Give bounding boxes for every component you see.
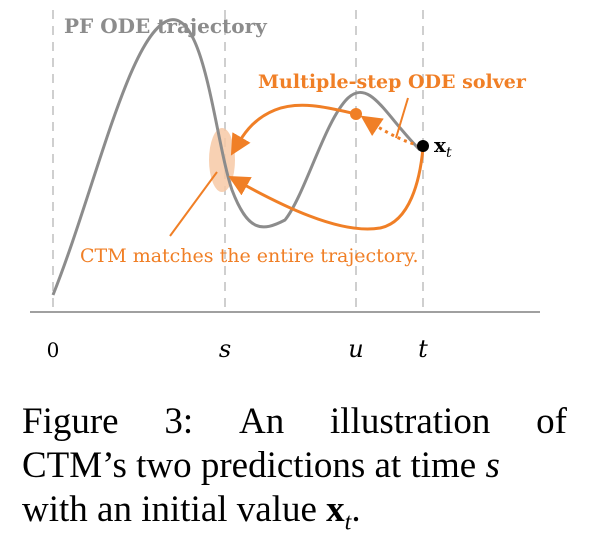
caption-period: . xyxy=(351,489,361,530)
caption-line-2: CTM’s two predictions at time s xyxy=(22,444,567,488)
caption-word-illustration: illustration xyxy=(330,401,491,442)
tick-label-t: t xyxy=(418,335,428,363)
point-xt-sub: t xyxy=(446,145,452,161)
caption-line-1: Figure 3: An illustration of xyxy=(22,400,567,444)
caption-var-s: s xyxy=(485,445,500,486)
ctm-direct-jump-arrow xyxy=(228,147,425,231)
solver-dotted-segment xyxy=(360,115,421,148)
illustration-figure: PF ODE trajectory Multiple-step ODE solv… xyxy=(30,10,540,363)
initial-point-xt xyxy=(417,140,429,152)
tick-label-s: s xyxy=(219,335,231,363)
caption-var-x: x xyxy=(326,489,345,530)
caption-word-an: An xyxy=(238,401,285,442)
caption-line-3-text: with an initial value xyxy=(22,489,327,530)
point-xt-label: xt xyxy=(434,133,452,161)
point-xt-main: x xyxy=(434,133,447,157)
caption-word-figure: Figure xyxy=(22,401,119,442)
caption-var-t-sub: t xyxy=(344,509,352,536)
tick-label-0: 0 xyxy=(47,338,60,362)
multi-step-solver-to-s-arrow xyxy=(230,103,357,156)
tick-label-u: u xyxy=(348,335,363,363)
trajectory-label: PF ODE trajectory xyxy=(64,14,268,38)
caption-word-of: of xyxy=(536,401,567,442)
solver-label: Multiple-step ODE solver xyxy=(258,71,527,93)
ctm-label: CTM matches the entire trajectory. xyxy=(80,245,419,267)
caption-word-number: 3: xyxy=(164,401,194,442)
intermediate-point-u xyxy=(350,108,362,120)
solver-label-pointer xyxy=(395,97,409,139)
figure-caption: Figure 3: An illustration of CTM’s two p… xyxy=(22,400,567,544)
caption-line-3: with an initial value xt. xyxy=(22,488,567,544)
caption-line-2-text: CTM’s two predictions at time xyxy=(22,445,486,486)
ctm-label-pointer xyxy=(169,171,218,237)
